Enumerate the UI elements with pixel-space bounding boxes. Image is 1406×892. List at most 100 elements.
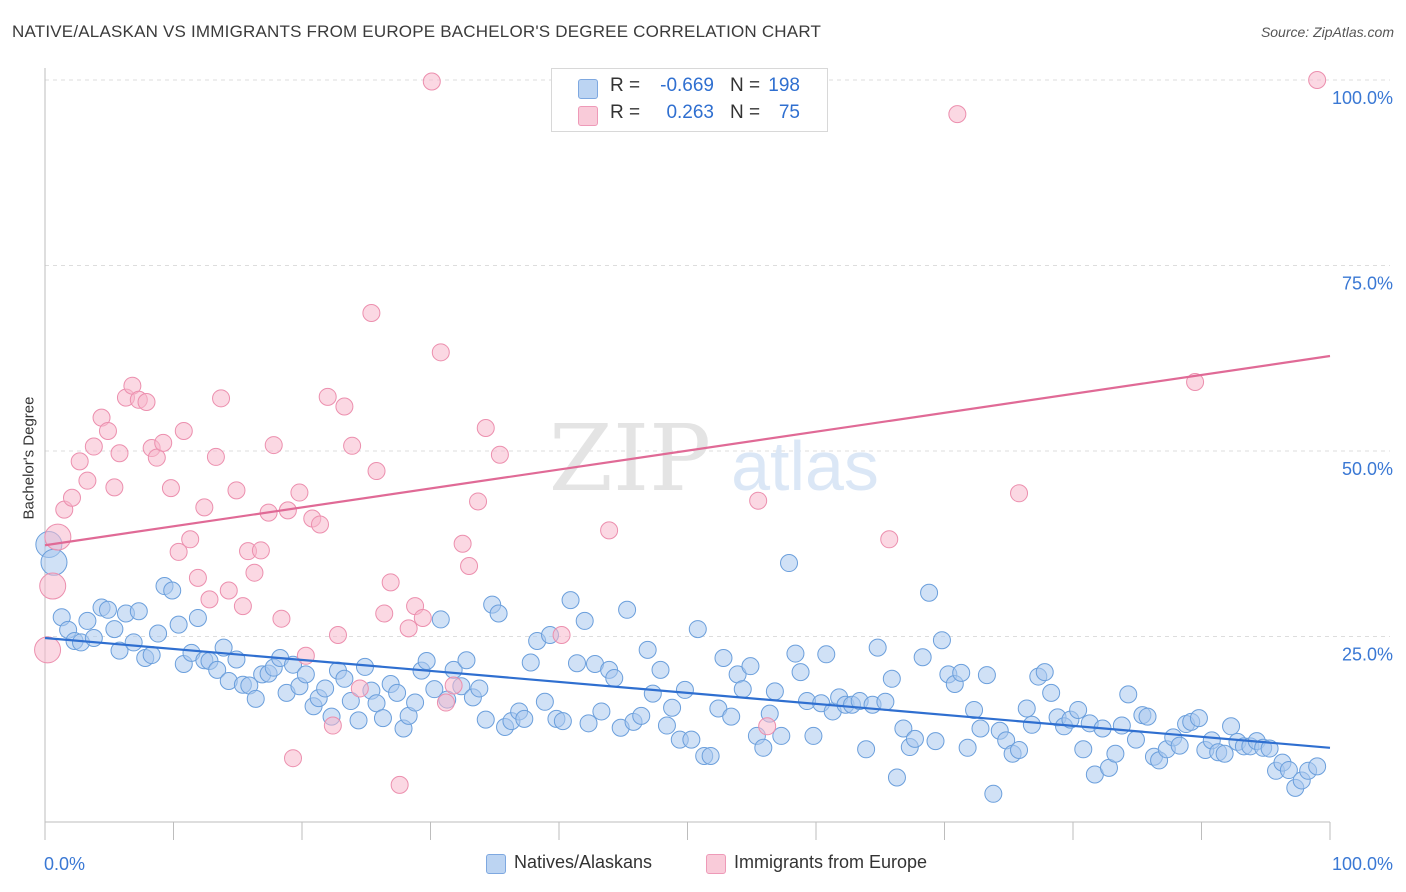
native-point <box>971 719 990 738</box>
native-point <box>632 706 651 725</box>
immigrant-point <box>195 498 214 517</box>
native-point <box>786 644 805 663</box>
native-point <box>1138 707 1157 726</box>
native-point <box>741 657 760 676</box>
immigrants-swatch <box>578 106 598 126</box>
native-point <box>579 714 598 733</box>
native-point <box>618 600 637 619</box>
native-point <box>905 729 924 748</box>
immigrants-legend-swatch <box>706 854 726 874</box>
native-point <box>817 645 836 664</box>
immigrant-point <box>62 488 81 507</box>
native-point <box>722 707 741 726</box>
immigrant-point <box>318 387 337 406</box>
native-point <box>657 716 676 735</box>
native-point <box>605 669 624 688</box>
immigrant-point <box>290 483 309 502</box>
n-value: 75 <box>778 102 800 123</box>
immigrant-point <box>362 303 381 322</box>
immigrant-point <box>264 436 283 455</box>
native-point <box>388 683 407 702</box>
data-points <box>34 71 1327 803</box>
native-point <box>40 548 68 576</box>
native-point <box>1279 761 1298 780</box>
immigrant-point <box>310 515 329 534</box>
immigrant-point <box>422 72 441 91</box>
native-point <box>163 581 182 600</box>
native-point <box>1222 717 1241 736</box>
native-point <box>142 646 161 665</box>
native-point <box>561 591 580 610</box>
x-tick-label: 100.0% <box>1332 854 1393 874</box>
r-value: -0.669 <box>660 75 714 96</box>
immigrant-point <box>137 393 156 412</box>
x-tick-label: 0.0% <box>44 854 85 874</box>
native-point <box>984 784 1003 803</box>
native-point <box>575 611 594 630</box>
stats-legend-row-natives: R = -0.669 N = 198 <box>552 75 827 101</box>
immigrant-point <box>375 604 394 623</box>
native-point <box>1260 739 1279 758</box>
immigrant-point <box>367 462 386 481</box>
immigrant-point <box>233 597 252 616</box>
tick-labels: 25.0% 50.0% 75.0% 100.0% 0.0% 100.0% <box>44 88 1393 874</box>
native-point <box>1074 740 1093 759</box>
natives-swatch <box>578 79 598 99</box>
immigrant-point <box>343 436 362 455</box>
immigrant-point <box>1308 71 1327 89</box>
native-point <box>124 633 143 652</box>
native-point <box>675 680 694 699</box>
native-point <box>335 669 354 688</box>
r-label: R = <box>610 75 641 96</box>
native-point <box>638 640 657 659</box>
native-point <box>105 620 124 639</box>
immigrant-point <box>335 397 354 416</box>
native-point <box>129 602 148 621</box>
immigrant-point <box>200 590 219 609</box>
native-point <box>1189 709 1208 728</box>
y-tick-label: 25.0% <box>1342 645 1393 665</box>
native-point <box>406 693 425 712</box>
native-point <box>1106 744 1125 763</box>
immigrant-point <box>600 521 619 540</box>
native-point <box>470 679 489 698</box>
native-point <box>1308 757 1327 776</box>
immigrant-point <box>1186 372 1205 391</box>
immigrant-point <box>188 568 207 587</box>
native-point <box>1042 683 1061 702</box>
r-label: R = <box>610 102 641 123</box>
native-point <box>535 692 554 711</box>
immigrant-point <box>323 716 342 735</box>
native-point <box>1170 736 1189 755</box>
immigrant-point <box>749 491 768 510</box>
immigrants-trend-line <box>44 354 1331 547</box>
native-point <box>651 660 670 679</box>
native-point <box>98 600 117 619</box>
native-point <box>208 660 227 679</box>
native-point <box>425 680 444 699</box>
immigrant-point <box>34 636 62 664</box>
immigrant-point <box>490 445 509 464</box>
source-label: Source: ZipAtlas.com <box>1260 24 1394 40</box>
native-point <box>367 694 386 713</box>
immigrants-legend-label: Immigrants from Europe <box>734 852 928 872</box>
immigrant-point <box>453 534 472 553</box>
immigrant-point <box>70 452 89 471</box>
native-point <box>553 712 572 731</box>
immigrant-point <box>350 679 369 698</box>
immigrant-point <box>758 717 777 736</box>
native-point <box>567 654 586 673</box>
native-point <box>701 746 720 765</box>
native-point <box>515 709 534 728</box>
immigrant-point <box>436 693 455 712</box>
immigrant-point <box>399 619 418 638</box>
native-point <box>431 610 450 629</box>
immigrant-point <box>98 421 117 440</box>
immigrant-point <box>1010 484 1029 503</box>
native-point <box>349 711 368 730</box>
native-point <box>894 719 913 738</box>
native-point <box>977 666 996 685</box>
native-point <box>765 682 784 701</box>
native-point <box>521 653 540 672</box>
native-point <box>754 738 773 757</box>
